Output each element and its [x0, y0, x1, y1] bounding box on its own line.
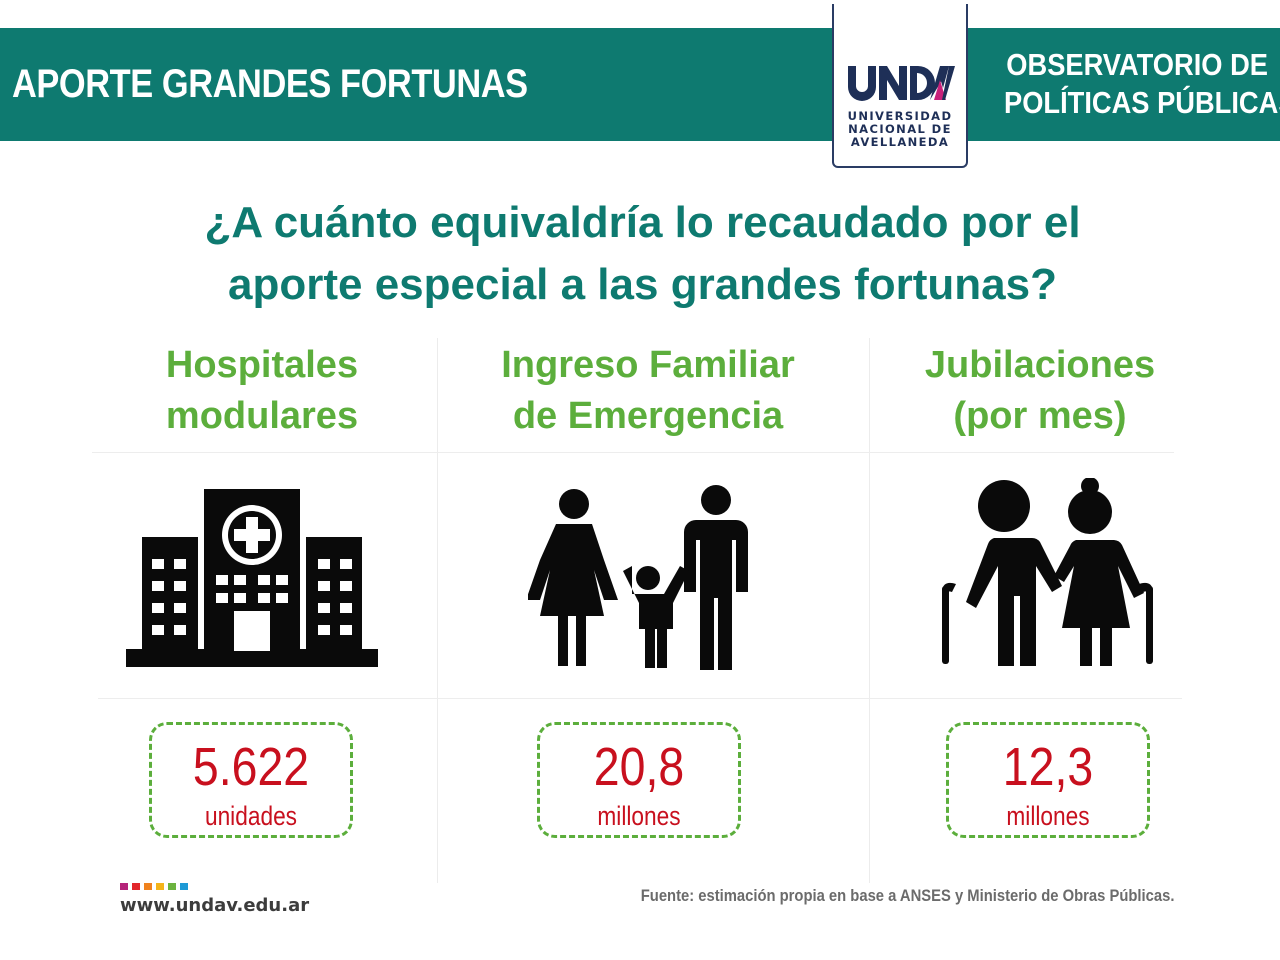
value-box-ife: 20,8 millones [537, 722, 741, 838]
value-unit: millones [597, 801, 681, 831]
observatory-label: OBSERVATORIO DE POLÍTICAS PÚBLICAS [1004, 46, 1280, 122]
color-dot [156, 883, 164, 890]
color-dots [120, 883, 188, 890]
color-dot [132, 883, 140, 890]
column-divider-1 [437, 338, 438, 883]
column-title-line: de Emergencia [512, 395, 784, 437]
column-divider-2 [869, 338, 870, 883]
question-line-1: ¿A cuánto equivaldría lo recaudado por e… [204, 198, 1081, 247]
hospital-icon [126, 489, 378, 667]
undav-logo-text: UNIVERSIDAD NACIONAL DE AVELLANEDA [834, 110, 966, 149]
row-divider-1 [92, 452, 1174, 453]
logo-line-2: NACIONAL DE [848, 122, 952, 136]
logo-line-1: UNIVERSIDAD [847, 109, 953, 123]
value-number: 5.622 [192, 737, 310, 797]
column-title-line: modulares [165, 395, 359, 437]
column-title-ife: Ingreso Familiar de Emergencia [440, 340, 856, 442]
column-title-line: Hospitales [165, 344, 359, 386]
value-number: 20,8 [593, 737, 685, 797]
column-title-pensions: Jubilaciones (por mes) [872, 340, 1208, 442]
color-dot [180, 883, 188, 890]
column-title-line: Jubilaciones [924, 344, 1156, 386]
logo-line-3: AVELLANEDA [850, 135, 950, 149]
value-box-pensions: 12,3 millones [946, 722, 1150, 838]
header-bar [0, 28, 1280, 141]
color-dot [120, 883, 128, 890]
column-title-line: Ingreso Familiar [501, 344, 795, 386]
source-note: Fuente: estimación propia en base a ANSE… [640, 886, 1174, 905]
undav-logo: UNIVERSIDAD NACIONAL DE AVELLANEDA [832, 4, 968, 168]
main-question: ¿A cuánto equivaldría lo recaudado por e… [80, 192, 1205, 316]
row-divider-2 [98, 698, 1182, 699]
elderly-couple-icon [942, 478, 1153, 666]
color-dot [144, 883, 152, 890]
page-title: APORTE GRANDES FORTUNAS [12, 62, 528, 106]
value-number: 12,3 [1002, 737, 1094, 797]
observatory-line-2: POLÍTICAS PÚBLICAS [1004, 85, 1280, 120]
family-icon [528, 485, 748, 670]
column-title-line: (por mes) [953, 395, 1127, 437]
observatory-line-1: OBSERVATORIO DE [1006, 47, 1268, 82]
value-box-hospitals: 5.622 unidades [149, 722, 353, 838]
website-link[interactable]: www.undav.edu.ar [120, 895, 310, 916]
undav-logo-mark [848, 66, 955, 101]
color-dot [168, 883, 176, 890]
question-line-2: aporte especial a las grandes fortunas? [228, 260, 1057, 309]
value-unit: unidades [204, 801, 298, 831]
value-unit: millones [1006, 801, 1090, 831]
column-title-hospitals: Hospitales modulares [92, 340, 432, 442]
